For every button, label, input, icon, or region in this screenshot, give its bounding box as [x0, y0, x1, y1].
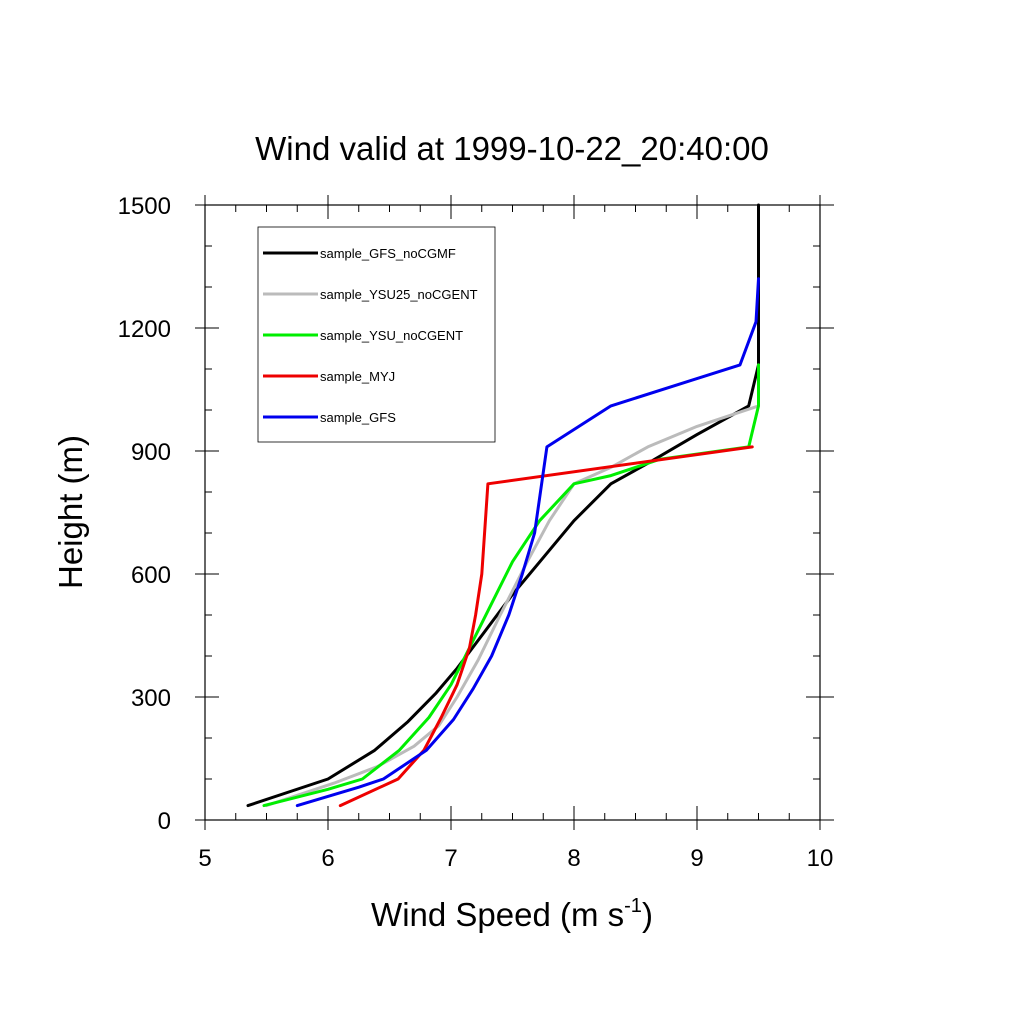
legend-label: sample_MYJ	[320, 369, 395, 384]
series-line-sample_GFS	[295, 277, 760, 808]
y-tick-label: 600	[131, 562, 171, 589]
y-tick-label: 1500	[118, 193, 171, 220]
x-tick-label: 7	[444, 845, 457, 872]
legend: sample_GFS_noCGMF sample_YSU25_noCGENTsam…	[257, 226, 496, 443]
legend-label: sample_GFS_noCGMF	[320, 246, 456, 261]
x-tick-label: 10	[807, 845, 834, 872]
series-line-sample_GFS_noCGMF	[246, 203, 760, 808]
y-tick-label: 1200	[118, 316, 171, 343]
y-axis-label: Height (m)	[52, 435, 89, 589]
y-tick-label: 900	[131, 439, 171, 466]
y-tick-label: 300	[131, 685, 171, 712]
chart-title: Wind valid at 1999-10-22_20:40:00	[255, 130, 769, 167]
x-tick-label: 9	[690, 845, 703, 872]
axis-ticks	[195, 195, 834, 830]
legend-label: sample_YSU25_noCGENT	[320, 287, 478, 302]
x-tick-label: 6	[321, 845, 334, 872]
legend-label: sample_GFS	[320, 410, 396, 425]
axis-tick-labels: 5 6 7 8 9 10 0 300 600 900 1200 1500	[118, 193, 834, 872]
y-tick-label: 0	[158, 808, 171, 835]
x-axis-label: Wind Speed (m s-1)	[371, 895, 653, 933]
legend-label: sample_YSU_noCGENT	[320, 328, 463, 343]
plot-lines	[246, 203, 760, 808]
series-line-sample_YSU25_noCGENT	[265, 363, 760, 808]
x-tick-label: 5	[198, 845, 211, 872]
x-tick-label: 8	[567, 845, 580, 872]
series-line-sample_MYJ	[338, 445, 754, 808]
